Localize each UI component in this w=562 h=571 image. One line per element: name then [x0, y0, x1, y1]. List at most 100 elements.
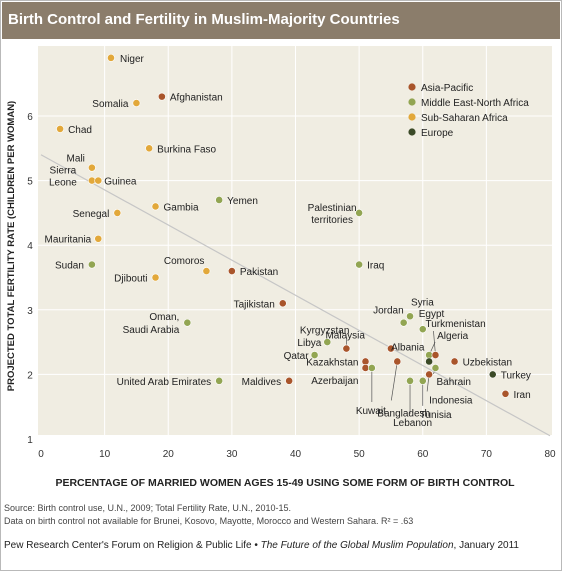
point-comoros — [202, 267, 211, 275]
y-tick-label: 2 — [27, 370, 33, 381]
label-mali: Mali — [67, 154, 85, 165]
label-uzbekistan: Uzbekistan — [463, 357, 512, 368]
scatter-chart: 0 10 20 30 40 50 60 70 80 1 2 3 4 5 6 Niger Afghanista… — [6, 46, 556, 489]
point-iraq — [355, 260, 364, 269]
label-oman-saudi-arabia: Oman, Saudi Arabia — [123, 312, 180, 336]
label-niger: Niger — [120, 54, 145, 65]
point-pakistan — [227, 267, 236, 275]
point-united-arab-emirates — [215, 376, 224, 385]
label-albania: Albania — [391, 342, 425, 353]
y-tick-labels: 1 2 3 4 5 6 — [27, 112, 33, 446]
x-tick-label: 80 — [544, 449, 556, 460]
label-palestinian-territories: Palestinian territories — [308, 203, 357, 226]
label-mauritania: Mauritania — [45, 235, 92, 246]
point-palestinian-territories — [355, 208, 364, 217]
x-tick-label: 20 — [163, 449, 175, 460]
label-iraq: Iraq — [367, 261, 384, 272]
point-somalia — [132, 99, 141, 107]
y-tick-label: 5 — [27, 177, 33, 188]
credit-org: Pew Research Center's Forum on Religion … — [4, 540, 258, 551]
point-sudan — [88, 260, 96, 269]
label-somalia: Somalia — [92, 99, 129, 110]
label-syria: Syria — [411, 297, 434, 308]
title-bar: Birth Control and Fertility in Muslim-Ma… — [2, 2, 560, 39]
label-sudan: Sudan — [55, 261, 84, 272]
point-oman-saudi-arabia — [183, 318, 192, 327]
point-mauritania — [94, 234, 103, 243]
point-djibouti — [151, 273, 160, 282]
point-mali — [88, 163, 96, 172]
legend: Asia-Pacific Middle East-North Africa Sub-… — [408, 83, 529, 139]
point-burkina-faso — [145, 144, 154, 153]
label-djibouti: Djibouti — [114, 274, 147, 285]
legend-swatch-asia-pacific — [408, 83, 416, 91]
point-bangladesh — [393, 357, 402, 366]
label-egypt: Egypt — [419, 309, 445, 320]
point-afghanistan — [157, 92, 166, 101]
label-indonesia: Indonesia — [429, 395, 473, 406]
label-lebanon: Lebanon — [393, 418, 432, 429]
x-tick-label: 40 — [290, 449, 302, 460]
label-senegal: Senegal — [73, 209, 110, 220]
legend-label-asia-pacific: Asia-Pacific — [421, 83, 473, 94]
label-turkey: Turkey — [501, 370, 531, 381]
point-turkmenistan — [431, 351, 440, 359]
x-tick-label: 50 — [354, 449, 366, 460]
label-comoros: Comoros — [164, 256, 205, 267]
point-uzbekistan — [450, 357, 459, 366]
label-kyrgyzstan: Kyrgyzstan — [300, 326, 349, 337]
point-indonesia — [425, 370, 434, 379]
label-chad: Chad — [68, 125, 92, 136]
credit-date: , January 2011 — [453, 540, 519, 551]
point-kazakhstan — [361, 357, 370, 366]
label-yemen: Yemen — [227, 196, 258, 207]
grid-horizontal — [38, 115, 552, 440]
y-tick-label: 1 — [27, 435, 33, 446]
point-tunisia — [418, 376, 427, 385]
legend-swatch-sub-saharan-africa — [408, 113, 416, 121]
point-bahrain — [431, 364, 440, 372]
data-note: Data on birth control not available for … — [4, 516, 414, 526]
label-tunisia: Tunisia — [420, 410, 452, 421]
point-maldives — [285, 376, 294, 385]
credit-report-title: The Future of the Global Muslim Populati… — [260, 540, 454, 551]
trendline-group — [40, 154, 551, 437]
label-united-arab-emirates: United Arab Emirates — [117, 377, 212, 388]
point-niger — [107, 53, 115, 62]
point-jordan — [399, 318, 408, 327]
point-qatar — [310, 351, 319, 359]
point-kuwait — [367, 364, 376, 372]
x-tick-labels: 0 10 20 30 40 50 60 70 80 — [38, 449, 556, 460]
point-lebanon — [406, 376, 414, 385]
label-sierra-leone: Sierra Leone — [49, 166, 77, 189]
label-bahrain: Bahrain — [436, 377, 470, 388]
label-libya: Libya — [297, 338, 321, 349]
credit-line: Pew Research Center's Forum on Religion … — [4, 540, 519, 551]
point-egypt — [418, 325, 427, 334]
trendline — [40, 154, 551, 437]
legend-label-europe: Europe — [421, 128, 454, 139]
label-burkina-faso: Burkina Faso — [157, 144, 216, 155]
source-note: Source: Birth control use, U.N., 2009; T… — [4, 503, 291, 513]
x-tick-label: 70 — [481, 449, 493, 460]
y-tick-label: 4 — [27, 241, 33, 252]
point-libya — [323, 338, 332, 346]
leader-line — [390, 361, 398, 401]
legend-label-middle-east-north-africa: Middle East-North Africa — [421, 98, 529, 109]
chart-title: Birth Control and Fertility in Muslim-Ma… — [8, 11, 400, 28]
label-gambia: Gambia — [164, 202, 199, 213]
point-syria — [406, 312, 414, 321]
point-tajikistan — [278, 299, 287, 308]
label-turkmenistan: Turkmenistan — [425, 319, 485, 330]
legend-swatch-middle-east-north-africa — [408, 98, 416, 106]
point-turkey — [488, 370, 497, 379]
label-bangladesh: Bangladesh — [377, 408, 430, 419]
leader-line — [433, 330, 436, 356]
y-tick-label: 3 — [27, 306, 33, 317]
grid-vertical — [104, 46, 487, 435]
label-kuwait: Kuwait — [356, 406, 386, 417]
point-gambia — [151, 202, 160, 211]
x-tick-label: 0 — [38, 449, 44, 460]
label-qatar: Qatar — [284, 351, 310, 362]
x-tick-label: 60 — [417, 449, 429, 460]
